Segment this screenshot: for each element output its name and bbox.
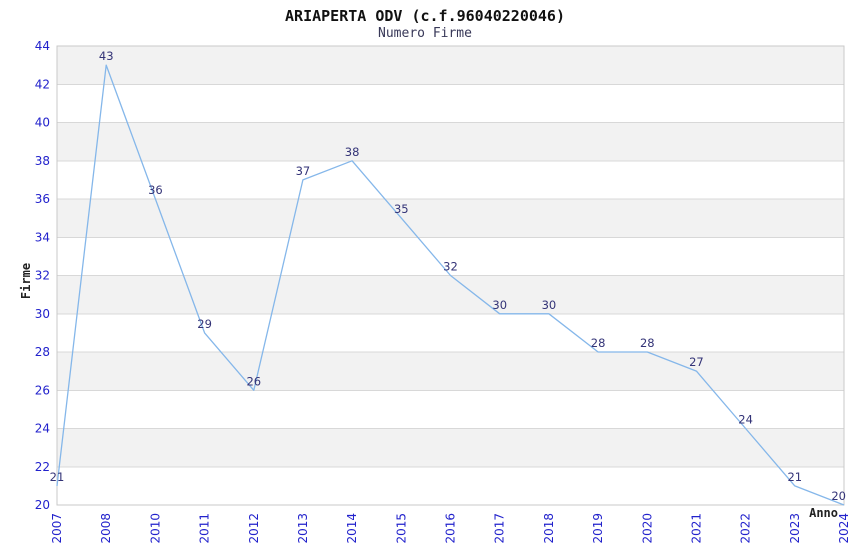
y-tick-label: 24 [35, 422, 50, 436]
y-tick-label: 40 [35, 116, 50, 130]
plot-border [56, 45, 845, 506]
x-tick-label: 2013 [296, 513, 310, 544]
value-label: 35 [394, 202, 409, 216]
x-axis-title: Anno [809, 506, 838, 520]
value-label: 24 [738, 413, 753, 427]
x-tick-label: 2023 [788, 513, 802, 544]
value-label: 36 [148, 183, 163, 197]
series-line [56, 64, 845, 506]
x-tick-label: 2017 [493, 513, 507, 544]
y-tick-label: 44 [35, 39, 50, 53]
value-label: 37 [296, 164, 311, 178]
value-label: 20 [831, 489, 846, 503]
value-label: 21 [50, 470, 65, 484]
value-label: 28 [640, 336, 655, 350]
x-tick-label: 2024 [837, 513, 850, 544]
value-label: 30 [542, 298, 557, 312]
x-tick-label: 2021 [689, 513, 703, 544]
y-tick-label: 38 [35, 154, 50, 168]
plot-band [57, 428, 844, 467]
y-tick-label: 34 [35, 230, 50, 244]
value-label: 30 [492, 298, 507, 312]
x-tick-label: 2014 [345, 513, 359, 544]
y-tick-label: 26 [35, 383, 50, 397]
x-tick-label: 2010 [148, 513, 162, 544]
value-label: 26 [246, 374, 261, 388]
value-label: 38 [345, 145, 360, 159]
x-tick-label: 2015 [394, 513, 408, 544]
plot-band [57, 275, 844, 314]
chart-subtitle: Numero Firme [378, 26, 472, 41]
x-tick-label: 2018 [542, 513, 556, 544]
value-label: 27 [689, 355, 704, 369]
plot-band [57, 199, 844, 238]
y-tick-label: 42 [35, 77, 50, 91]
x-tick-label: 2012 [247, 513, 261, 544]
x-tick-label: 2022 [739, 513, 753, 544]
x-tick-label: 2016 [444, 513, 458, 544]
value-label: 21 [787, 470, 802, 484]
chart-title: ARIAPERTA ODV (c.f.96040220046) [285, 7, 565, 25]
y-tick-label: 20 [35, 498, 50, 512]
x-tick-label: 2008 [99, 513, 113, 544]
x-tick-label: 2011 [198, 513, 212, 544]
value-label: 29 [197, 317, 212, 331]
y-tick-label: 22 [35, 460, 50, 474]
x-tick-label: 2007 [50, 513, 64, 544]
value-label: 43 [99, 49, 114, 63]
plot-band [57, 352, 844, 391]
x-tick-label: 2019 [591, 513, 605, 544]
plot-band [57, 46, 844, 85]
plot-band [57, 122, 844, 161]
y-tick-label: 32 [35, 269, 50, 283]
y-tick-label: 36 [35, 192, 50, 206]
x-tick-label: 2020 [640, 513, 654, 544]
value-label: 28 [591, 336, 606, 350]
y-tick-label: 30 [35, 307, 50, 321]
y-tick-label: 28 [35, 345, 50, 359]
value-label: 32 [443, 260, 458, 274]
